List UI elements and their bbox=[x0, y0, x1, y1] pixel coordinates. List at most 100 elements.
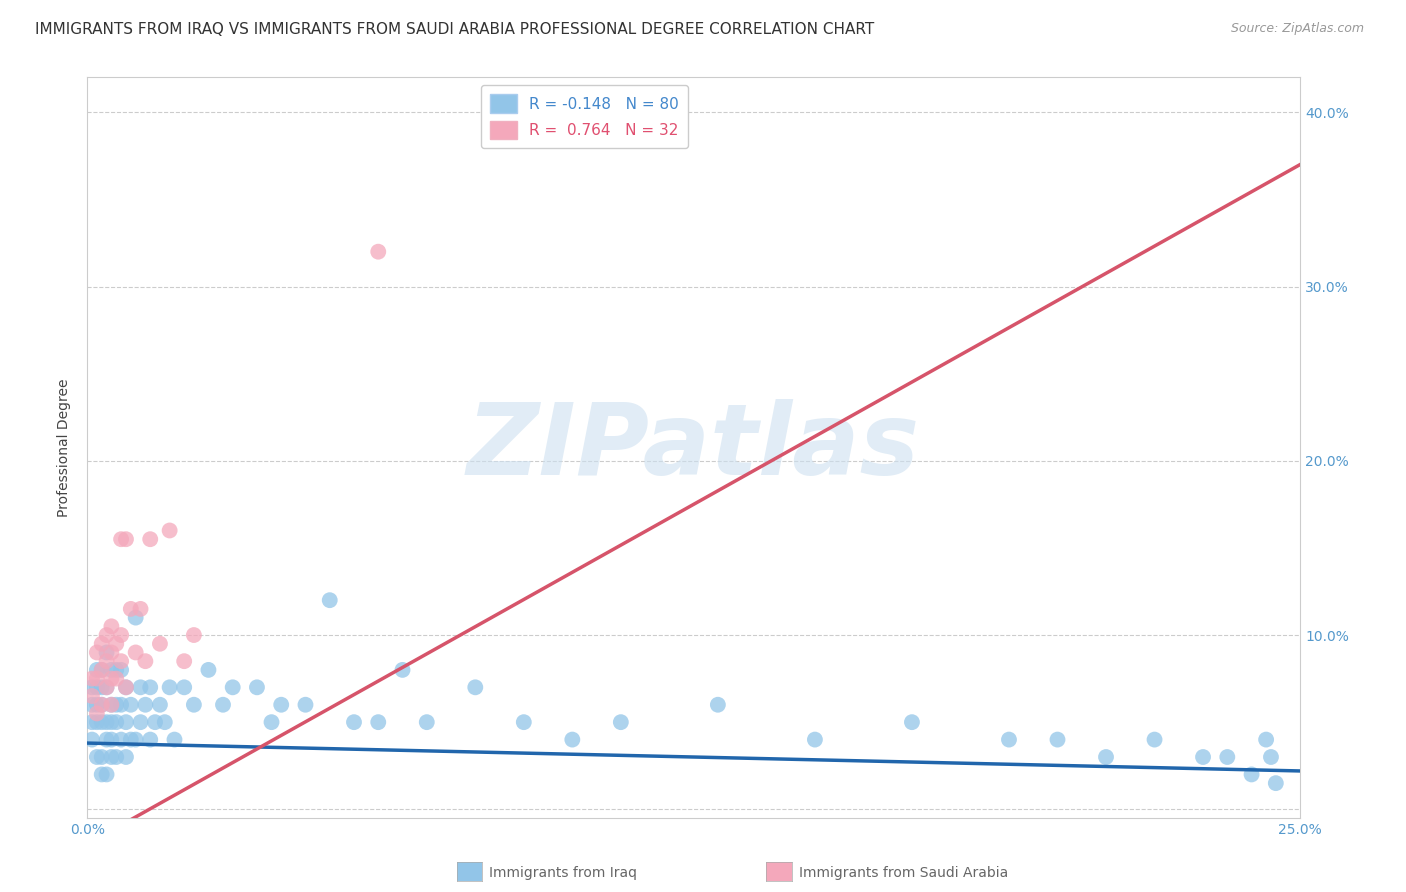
Point bbox=[270, 698, 292, 712]
Point bbox=[153, 715, 176, 730]
Point bbox=[1256, 732, 1278, 747]
Point bbox=[100, 732, 122, 747]
Point bbox=[90, 663, 112, 677]
Point bbox=[343, 715, 366, 730]
Point bbox=[319, 593, 342, 607]
Point bbox=[90, 767, 112, 781]
Point bbox=[90, 698, 112, 712]
Point bbox=[80, 681, 103, 695]
Point bbox=[1240, 767, 1263, 781]
Point bbox=[1046, 732, 1069, 747]
Point bbox=[1143, 732, 1166, 747]
Point bbox=[80, 732, 103, 747]
Point bbox=[173, 654, 195, 668]
Point bbox=[115, 532, 138, 546]
Point bbox=[1216, 750, 1239, 764]
Point bbox=[110, 732, 132, 747]
Point bbox=[86, 715, 108, 730]
Point bbox=[804, 732, 827, 747]
Point bbox=[124, 732, 146, 747]
Point bbox=[105, 637, 128, 651]
Legend: R = -0.148   N = 80, R =  0.764   N = 32: R = -0.148 N = 80, R = 0.764 N = 32 bbox=[481, 85, 689, 148]
Point bbox=[86, 750, 108, 764]
Point bbox=[86, 698, 108, 712]
Point bbox=[110, 698, 132, 712]
Point bbox=[90, 637, 112, 651]
Point bbox=[80, 698, 103, 712]
Text: ZIPatlas: ZIPatlas bbox=[467, 400, 920, 496]
Point bbox=[260, 715, 283, 730]
Point bbox=[246, 681, 269, 695]
Point bbox=[115, 750, 138, 764]
Point bbox=[1260, 750, 1282, 764]
Point bbox=[149, 637, 172, 651]
Point bbox=[391, 663, 413, 677]
Point bbox=[120, 602, 142, 616]
Point bbox=[90, 698, 112, 712]
Point bbox=[183, 628, 205, 642]
Point bbox=[561, 732, 583, 747]
Point bbox=[86, 681, 108, 695]
Point bbox=[105, 750, 128, 764]
Point bbox=[197, 663, 219, 677]
Point bbox=[610, 715, 633, 730]
Point bbox=[129, 681, 152, 695]
Point bbox=[212, 698, 235, 712]
Point bbox=[96, 681, 118, 695]
Point bbox=[86, 672, 108, 686]
Point bbox=[139, 732, 162, 747]
Point bbox=[139, 532, 162, 546]
Point bbox=[100, 645, 122, 659]
Point bbox=[90, 681, 112, 695]
Point bbox=[901, 715, 924, 730]
Point bbox=[115, 715, 138, 730]
Point bbox=[80, 715, 103, 730]
Text: IMMIGRANTS FROM IRAQ VS IMMIGRANTS FROM SAUDI ARABIA PROFESSIONAL DEGREE CORRELA: IMMIGRANTS FROM IRAQ VS IMMIGRANTS FROM … bbox=[35, 22, 875, 37]
Point bbox=[1192, 750, 1215, 764]
Point bbox=[110, 628, 132, 642]
Point bbox=[86, 663, 108, 677]
Point bbox=[294, 698, 316, 712]
Point bbox=[464, 681, 486, 695]
Point bbox=[129, 715, 152, 730]
Point bbox=[416, 715, 439, 730]
Point bbox=[105, 672, 128, 686]
Point bbox=[96, 767, 118, 781]
Point bbox=[86, 645, 108, 659]
Point bbox=[100, 663, 122, 677]
Point bbox=[173, 681, 195, 695]
Point bbox=[80, 672, 103, 686]
Point bbox=[707, 698, 730, 712]
Point bbox=[96, 628, 118, 642]
Point bbox=[100, 698, 122, 712]
Point bbox=[129, 602, 152, 616]
Point bbox=[115, 681, 138, 695]
Point bbox=[100, 715, 122, 730]
Point bbox=[86, 706, 108, 721]
Point bbox=[222, 681, 245, 695]
Point bbox=[998, 732, 1021, 747]
Point bbox=[183, 698, 205, 712]
Point bbox=[139, 681, 162, 695]
Y-axis label: Professional Degree: Professional Degree bbox=[58, 378, 72, 517]
Point bbox=[100, 672, 122, 686]
Point bbox=[90, 715, 112, 730]
Point bbox=[105, 663, 128, 677]
Point bbox=[120, 732, 142, 747]
Point bbox=[96, 715, 118, 730]
Point bbox=[124, 645, 146, 659]
Point bbox=[143, 715, 166, 730]
Point bbox=[90, 750, 112, 764]
Point bbox=[90, 663, 112, 677]
Point bbox=[159, 681, 181, 695]
Point bbox=[96, 645, 118, 659]
Point bbox=[110, 663, 132, 677]
Point bbox=[159, 524, 181, 538]
Point bbox=[134, 698, 156, 712]
Point bbox=[100, 750, 122, 764]
Point bbox=[110, 654, 132, 668]
Point bbox=[115, 681, 138, 695]
Point bbox=[163, 732, 186, 747]
Point bbox=[120, 698, 142, 712]
Point bbox=[124, 610, 146, 624]
